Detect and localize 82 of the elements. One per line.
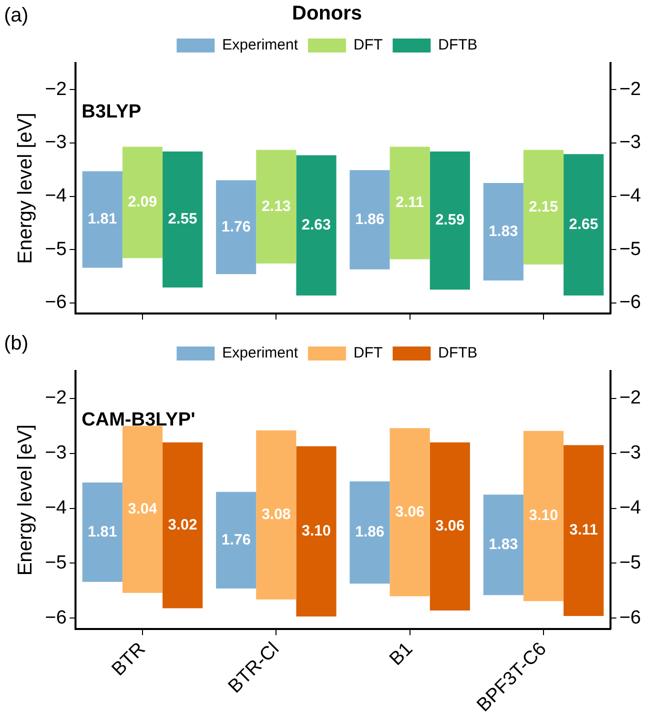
bar bbox=[483, 494, 524, 596]
data-label: 1.76 bbox=[221, 531, 251, 548]
bar bbox=[296, 446, 336, 617]
text: (a) bbox=[4, 4, 28, 27]
data-label: 3.10 bbox=[528, 507, 558, 524]
y-tick-label: −3 bbox=[44, 442, 67, 464]
y2-tick-label: −4 bbox=[619, 186, 642, 207]
data-label: 3.08 bbox=[262, 506, 291, 524]
y-axis-title: Energy level [eV] bbox=[14, 424, 37, 576]
legend-label: Experiment bbox=[222, 344, 299, 362]
data-label: 3.10 bbox=[302, 522, 331, 540]
data-label: 1.83 bbox=[488, 536, 518, 553]
bar bbox=[296, 155, 336, 296]
y-tick-label: −4 bbox=[44, 498, 68, 519]
bar bbox=[564, 154, 604, 296]
bar bbox=[390, 146, 430, 260]
bar bbox=[256, 430, 296, 600]
chart-title: Donors bbox=[292, 2, 362, 25]
annotation: B3LYP bbox=[82, 102, 142, 123]
bar bbox=[430, 152, 470, 290]
bar bbox=[523, 150, 564, 265]
y2-tick-label: −2 bbox=[619, 78, 642, 100]
x-tick-label: B1 bbox=[386, 638, 418, 670]
data-label: 3.02 bbox=[168, 516, 198, 534]
data-label: 2.55 bbox=[168, 210, 198, 228]
y2-tick-label: −5 bbox=[619, 552, 642, 574]
data-label: 3.06 bbox=[435, 518, 465, 535]
annotation: CAM-B3LYP' bbox=[82, 410, 196, 431]
legend-label: DFT bbox=[354, 344, 383, 362]
bar bbox=[122, 426, 163, 593]
y-tick-label: −2 bbox=[44, 78, 67, 100]
bar bbox=[162, 152, 203, 288]
bar bbox=[216, 492, 256, 589]
data-label: 2.09 bbox=[128, 194, 158, 211]
bar bbox=[564, 445, 604, 616]
data-label: 1.83 bbox=[488, 222, 518, 240]
legend-label: DFTB bbox=[438, 36, 478, 54]
data-label: 1.86 bbox=[355, 524, 384, 541]
y2-tick-label: −6 bbox=[619, 292, 642, 314]
data-label: 1.86 bbox=[355, 210, 384, 228]
legend-label: DFT bbox=[354, 36, 383, 54]
y2-tick-label: −3 bbox=[619, 132, 642, 154]
y-tick-label: −6 bbox=[44, 292, 67, 314]
text: (b) bbox=[4, 332, 28, 355]
data-label: 3.06 bbox=[395, 503, 424, 520]
y2-tick-label: −4 bbox=[619, 498, 642, 519]
bar bbox=[256, 150, 296, 264]
bar bbox=[390, 428, 430, 596]
data-label: 2.11 bbox=[396, 194, 424, 212]
bar bbox=[122, 146, 163, 258]
bar bbox=[523, 430, 564, 602]
bar bbox=[483, 182, 524, 281]
data-label: 2.13 bbox=[262, 198, 291, 215]
bar bbox=[216, 180, 256, 274]
data-label: 2.59 bbox=[435, 212, 465, 229]
y2-tick-label: −2 bbox=[619, 388, 642, 409]
legend-label: DFTB bbox=[438, 344, 478, 362]
bar bbox=[350, 170, 390, 270]
data-label: 3.04 bbox=[128, 500, 158, 518]
bar bbox=[82, 482, 122, 582]
bar bbox=[162, 442, 203, 608]
bar bbox=[430, 442, 470, 610]
data-label: 1.76 bbox=[221, 218, 251, 236]
y-tick-label: −4 bbox=[44, 186, 68, 207]
data-label: 2.65 bbox=[569, 216, 598, 233]
bar bbox=[82, 171, 122, 268]
y-axis-title: Energy level [eV] bbox=[14, 112, 37, 264]
data-label: 1.81 bbox=[88, 210, 117, 228]
y2-tick-label: −3 bbox=[619, 442, 642, 464]
y-tick-label: −3 bbox=[44, 132, 67, 154]
y2-tick-label: −6 bbox=[619, 607, 642, 628]
y-tick-label: −5 bbox=[44, 238, 67, 260]
data-label: 2.63 bbox=[302, 216, 331, 234]
y2-tick-label: −5 bbox=[619, 238, 642, 260]
bar bbox=[350, 481, 390, 584]
y-tick-label: −2 bbox=[44, 388, 67, 409]
data-label: 2.15 bbox=[528, 198, 558, 216]
data-label: 1.81 bbox=[88, 523, 117, 540]
legend-label: Experiment bbox=[222, 36, 299, 54]
y-tick-label: −6 bbox=[44, 607, 67, 628]
data-label: 3.11 bbox=[569, 522, 598, 539]
y-tick-label: −5 bbox=[44, 552, 67, 574]
